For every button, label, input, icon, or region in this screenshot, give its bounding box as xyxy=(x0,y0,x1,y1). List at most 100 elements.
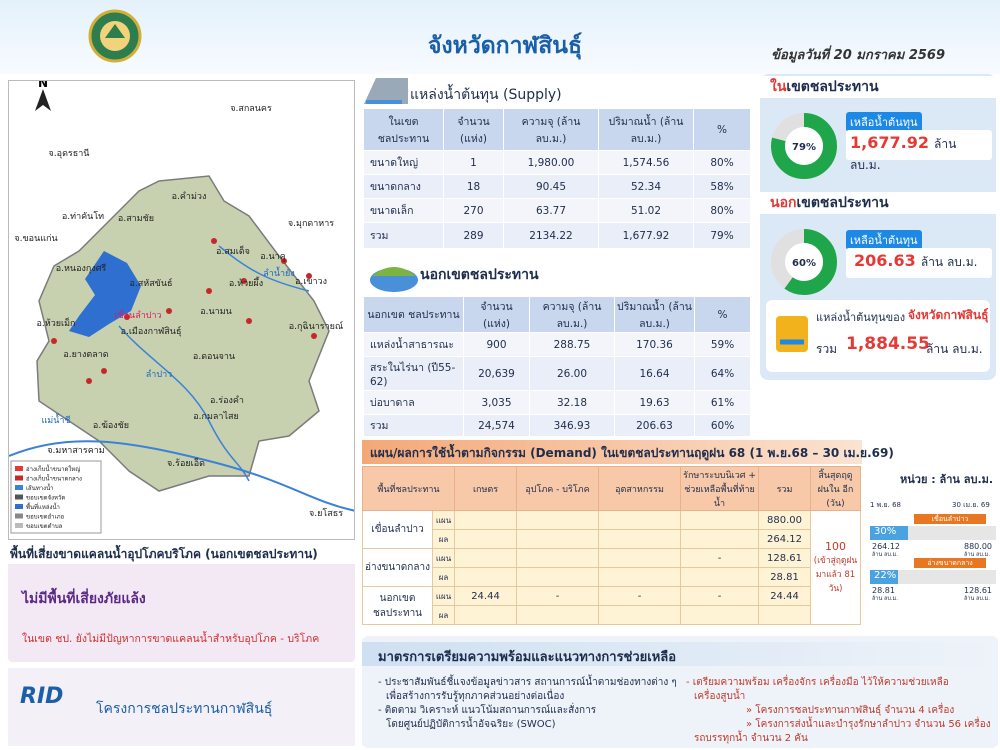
table-cell xyxy=(516,510,600,530)
map-label: อ.กมลาไสย xyxy=(193,411,239,422)
map: N จ.สกลนครจ.อุดรธานีจ.มุกดาหารจ.ขอนแก่นอ… xyxy=(8,80,355,540)
map-label: ลำปาว xyxy=(146,369,172,380)
header-cell: พื้นที่ชลประทาน xyxy=(361,466,456,511)
table-cell: - xyxy=(516,586,600,606)
unit: ล้าน ลบ.ม. xyxy=(920,255,978,269)
header-cell: อุปโภค - บริโภค xyxy=(516,466,600,511)
data-table: ในเขต ชลประทาน จำนวน (แห่ง) ความจุ (ล้าน ล… xyxy=(363,108,751,249)
map-label: อ.ห้วยผึ้ง xyxy=(229,276,263,289)
data-date: ข้อมูลวันที่ 20 มกราคม 2569 xyxy=(771,48,945,63)
table-cell: 880.00 xyxy=(758,510,812,530)
outside-table-wrap: นอกเขต ชลประทาน จำนวน (แห่ง) ความจุ (ล้าน … xyxy=(363,296,751,437)
supply-title: แหล่งน้ำต้นทุน (Supply) xyxy=(410,87,562,103)
table-cell: 1,980.00 xyxy=(503,150,599,175)
legend-swatch xyxy=(15,475,23,481)
map-label: ลำน้ำยัง xyxy=(263,266,294,279)
table-cell: 24.44 xyxy=(454,586,518,606)
table-cell xyxy=(516,605,600,625)
table-cell: 2134.22 xyxy=(503,222,599,249)
risk-status: ไม่มีพื้นที่เสี่ยงภัยแล้ง xyxy=(22,591,146,607)
row-type: แผน xyxy=(431,548,456,568)
header-row: นอกเขต ชลประทาน จำนวน (แห่ง) ความจุ (ล้าน … xyxy=(363,296,751,333)
header-cell: ในเขต ชลประทาน xyxy=(363,108,444,151)
bar-name: อ่างขนาดกลาง xyxy=(914,558,986,568)
table-cell: 19.63 xyxy=(614,390,695,415)
bar-fill xyxy=(870,570,898,584)
risk-note: ในเขต ชป. ยังไม่มีปัญหาการขาดแคลนน้ำสำหร… xyxy=(22,633,320,645)
table-cell: 18 xyxy=(443,174,504,199)
header-cell: ปริมาณน้ำ (ล้าน ลบ.ม.) xyxy=(614,296,695,333)
table-cell: 64% xyxy=(694,356,751,391)
bar-percent: 30% xyxy=(874,526,897,537)
map-label: อ.ดอนจาน xyxy=(193,352,235,362)
bar-fill xyxy=(870,526,908,540)
measure-item: » โครงการส่งน้ำและบำรุงรักษาลำปาว จำนวน … xyxy=(746,719,991,730)
table-cell: 80% xyxy=(693,198,751,223)
table-cell: รวม xyxy=(363,414,464,437)
table-cell: - xyxy=(598,586,682,606)
header-row: ในเขต ชลประทาน จำนวน (แห่ง) ความจุ (ล้าน ล… xyxy=(363,108,751,151)
table-cell: ขนาดเล็ก xyxy=(363,198,444,223)
outside-title: นอกเขตชลประทาน xyxy=(420,267,539,283)
map-label: อ.ฆ้องชัย xyxy=(93,420,129,431)
header-cell: ความจุ (ล้าน ลบ.ม.) xyxy=(529,296,615,333)
bar-percent: 22% xyxy=(874,570,897,581)
table-cell: ขนาดกลาง xyxy=(363,174,444,199)
demand-table: พื้นที่ชลประทาน เกษตร อุปโภค - บริโภค อุตสา… xyxy=(361,466,862,625)
river xyxy=(9,440,354,512)
legend-label: ขอบเขตจังหวัด xyxy=(26,495,65,502)
donut-hole xyxy=(785,127,823,165)
donut-label: 60% xyxy=(792,258,816,269)
plan-value: 128.61 xyxy=(964,586,992,595)
bar-track xyxy=(870,570,996,584)
inside-title: ในเขตชลประทาน xyxy=(760,76,996,98)
measure-item: - ประชาสัมพันธ์ชี้แจงข้อมูลข่าวสาร สถานก… xyxy=(378,677,677,688)
table-cell: 128.61 xyxy=(758,548,812,568)
header-cell: ปริมาณน้ำ (ล้าน ลบ.ม.) xyxy=(598,108,694,151)
table-cell: 51.02 xyxy=(598,198,694,223)
measures-title: มาตรการเตรียมความพร้อมและแนวทางการช่วยเห… xyxy=(362,642,998,666)
row-type: ผล xyxy=(431,605,456,625)
total-label: แหล่งน้ำต้นทุนของ xyxy=(816,311,906,324)
table-cell: รวม xyxy=(363,222,444,249)
map-label: จ.สกลนคร xyxy=(230,104,272,114)
logo-text: RID xyxy=(20,684,64,709)
table-cell: 206.63 xyxy=(614,414,695,437)
org-name: โครงการชลประทานกาฬสินธุ์ xyxy=(96,701,273,717)
measure-item: - ติดตาม วิเคราะห์ แนวโน้มสถานการณ์และสั… xyxy=(378,705,597,716)
amount-box: 1,677.92 ล้าน ลบ.ม. xyxy=(846,130,992,172)
table-cell: สระในไร่นา (ปี55-62) xyxy=(363,356,464,391)
map-label: อ.ยางตลาด xyxy=(63,350,108,360)
table-cell xyxy=(598,605,682,625)
legend-label: เส้นทางน้ำ xyxy=(26,482,54,492)
map-label: อ.นามน xyxy=(200,307,232,317)
table-cell: 24,574 xyxy=(463,414,530,437)
table-row: นอกเขต ชลประทาน แผน 24.44- - -24.44 xyxy=(362,586,861,625)
header-cell: % xyxy=(693,108,751,151)
map-label: จ.มุกดาหาร xyxy=(288,219,334,229)
legend-swatch xyxy=(15,523,23,528)
table-row: รวม 24,574 346.93 206.63 60% xyxy=(363,414,751,437)
page-title: จังหวัดกาฬสินธุ์ xyxy=(427,33,583,59)
table-cell: 20,639 xyxy=(463,356,530,391)
map-label: อ.สหัสขันธ์ xyxy=(130,277,173,289)
remaining-label: เหลือน้ำต้นทุน xyxy=(846,112,922,132)
total-province: จังหวัดกาฬสินธุ์ xyxy=(908,308,989,322)
header-cell: รวม xyxy=(758,466,812,511)
header-cell: อุตสาหกรรม xyxy=(598,466,682,511)
legend-swatch xyxy=(15,494,23,500)
title-rest: เขตชลประทาน xyxy=(786,79,879,95)
measure-item: โดยศูนย์ปฏิบัติการน้ำอัจฉริยะ (SWOC) xyxy=(386,719,556,730)
map-label: อ.หนองกุงศรี xyxy=(56,263,107,274)
risk-panel: พื้นที่เสี่ยงขาดแคลนน้ำอุปโภคบริโภค (นอก… xyxy=(8,542,355,662)
table-cell: 900 xyxy=(463,332,530,357)
table-cell: 16.64 xyxy=(614,356,695,391)
total-icon xyxy=(776,316,808,352)
table-cell: - xyxy=(680,548,760,568)
table-cell: 28.81 xyxy=(758,567,812,587)
table-cell: 270 xyxy=(443,198,504,223)
start-date: 1 พ.ย. 68 xyxy=(870,501,901,509)
legend-swatch xyxy=(15,466,23,471)
map-label: จ.อุดรธานี xyxy=(49,148,90,159)
donut: 79% xyxy=(771,113,837,179)
